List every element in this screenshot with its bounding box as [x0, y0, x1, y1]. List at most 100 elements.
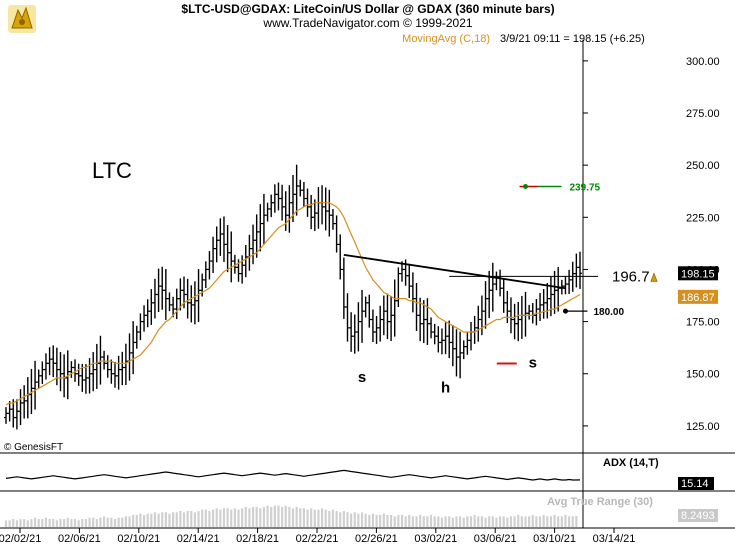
target-dot [523, 184, 529, 190]
price-bar [450, 324, 455, 367]
price-bar [18, 389, 23, 426]
price-bar [563, 275, 568, 295]
moving-average-label: MovingAvg (C,18) [402, 33, 490, 45]
price-bar [439, 328, 444, 355]
price-bar [134, 325, 139, 349]
annotations-layer: 196.7 239.75 180.00 s h s [343, 183, 658, 397]
price-bars [4, 164, 582, 430]
price-bar [185, 278, 190, 319]
target-value-label: 239.75 [570, 183, 601, 194]
pattern-label: s [358, 369, 366, 386]
time-x-axis: 02/02/21 02/06/21 02/10/21 02/14/21 02/18/21… [0, 528, 635, 545]
adx-value-tag [678, 477, 714, 490]
price-bar [421, 300, 426, 344]
price-bar [4, 407, 8, 424]
price-bar [167, 292, 172, 312]
x-tick-label: 02/14/21 [177, 533, 220, 545]
price-bar [149, 289, 154, 325]
price-bar [69, 361, 74, 378]
price-bar [163, 269, 168, 320]
price-bar [287, 185, 292, 233]
price-bar [512, 303, 517, 340]
price-bar [131, 321, 136, 375]
price-bar [316, 187, 321, 229]
price-bar [367, 294, 372, 328]
price-bar [363, 296, 368, 318]
current-price-tag-label: 198.15 [681, 268, 715, 280]
price-bar [207, 251, 212, 280]
price-bar [22, 385, 27, 419]
price-bar [392, 279, 397, 337]
price-bar [83, 364, 88, 394]
price-bar [389, 295, 394, 341]
price-bar [156, 268, 161, 312]
price-bar [498, 269, 503, 297]
price-y-axis: 125.00150.00175.00200.00225.00250.00275.… [583, 56, 720, 433]
neckline-trendline [343, 253, 566, 290]
price-bar [567, 269, 572, 295]
price-bar [123, 343, 128, 386]
price-bar [98, 335, 103, 385]
price-bar [203, 261, 208, 289]
price-bar [51, 345, 56, 378]
price-bar [160, 266, 165, 310]
price-bar [338, 234, 343, 280]
y-tick-label: 275.00 [686, 108, 720, 120]
y-tick-label: 300.00 [686, 56, 720, 68]
price-bar [301, 182, 306, 207]
price-bar [458, 331, 463, 379]
price-bar [356, 302, 361, 352]
price-bar [519, 295, 524, 339]
price-bar [538, 293, 543, 321]
price-bar [381, 295, 386, 336]
adx-label: ADX (14,T) [603, 457, 659, 469]
price-bar [269, 194, 274, 218]
price-bar [145, 299, 150, 328]
x-tick-label: 02/10/21 [117, 533, 160, 545]
price-bar [508, 297, 513, 334]
current-price-tag [678, 266, 718, 281]
price-bar [429, 317, 434, 339]
symbol-label: LTC [92, 158, 132, 183]
y-tick-label: 175.00 [686, 317, 720, 329]
price-bar [243, 245, 248, 278]
price-bar [487, 270, 492, 319]
price-bar [294, 164, 299, 216]
price-bar [36, 369, 41, 389]
x-tick-label: 03/06/21 [474, 533, 517, 545]
x-tick-label: 02/18/21 [236, 533, 279, 545]
price-bar [87, 358, 92, 394]
x-tick-label: 03/14/21 [593, 533, 636, 545]
price-bar [112, 361, 117, 388]
price-bar [218, 218, 223, 256]
price-bar [105, 355, 110, 378]
price-bar [109, 359, 114, 384]
x-tick-label: 03/10/21 [533, 533, 576, 545]
price-bar [305, 188, 310, 217]
price-bar [334, 215, 339, 253]
price-bar [25, 377, 30, 419]
price-bar [214, 226, 219, 263]
ma-price-tag-label: 186.87 [681, 292, 715, 304]
price-bar [142, 305, 147, 332]
trade-navigator-logo-icon [8, 5, 36, 33]
x-tick-label: 02/26/21 [355, 533, 398, 545]
price-bar [320, 185, 325, 225]
adx-value-label: 15.14 [681, 478, 709, 490]
stop-dot [562, 308, 568, 314]
price-bar [465, 332, 470, 355]
price-bar [374, 315, 379, 344]
price-bar [523, 291, 528, 337]
price-bar [545, 283, 550, 319]
price-bar [211, 236, 216, 273]
price-bar [76, 363, 81, 386]
ma-price-tag [678, 289, 718, 304]
price-bar [425, 298, 430, 345]
atr-value-tag [678, 509, 718, 522]
price-bar [116, 355, 121, 390]
price-bar [229, 231, 234, 283]
price-bar [192, 281, 197, 325]
price-bar [556, 266, 561, 312]
price-bar [265, 202, 270, 222]
